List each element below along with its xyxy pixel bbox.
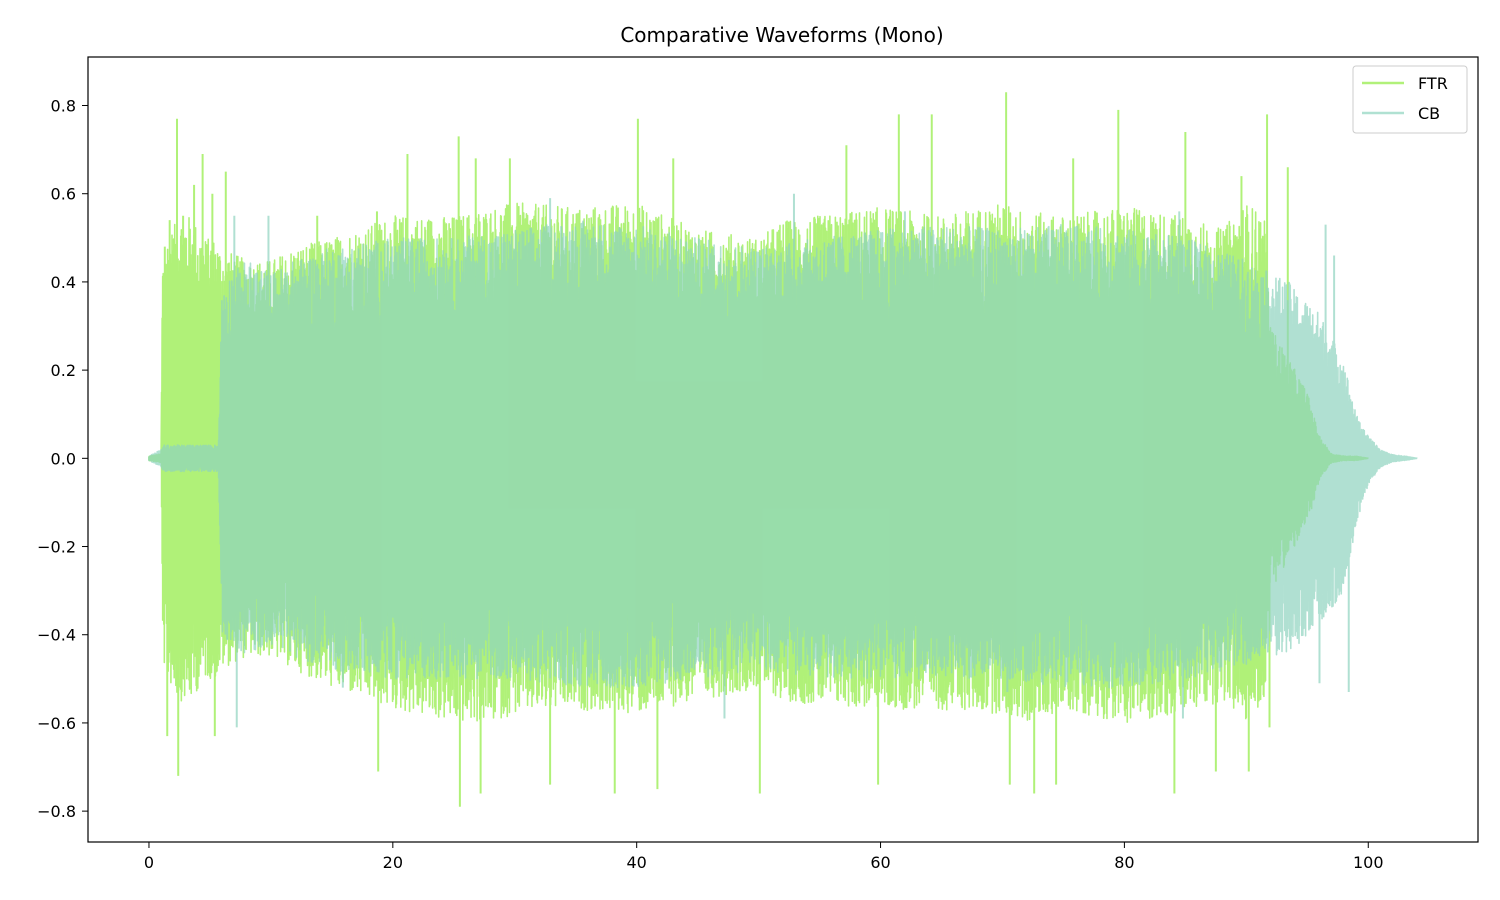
legend-label-ftr: FTR — [1418, 74, 1448, 93]
legend-box — [1352, 65, 1468, 134]
y-tick-label: 0.2 — [51, 361, 76, 380]
series-cb — [148, 193, 1418, 728]
y-tick-label: −0.2 — [37, 538, 76, 557]
waveform-line-cb — [148, 220, 1418, 689]
y-tick-label: 0.4 — [51, 273, 76, 292]
x-tick-label: 60 — [870, 853, 890, 872]
x-tick-label: 80 — [1114, 853, 1134, 872]
x-tick-label: 20 — [383, 853, 403, 872]
x-tick-label: 0 — [144, 853, 154, 872]
y-axis: 0.8 0.6 0.4 0.2 0.0 −0.2 −0.4 −0.6 −0.8 — [37, 97, 88, 821]
y-tick-label: 0.0 — [51, 449, 76, 468]
y-tick-label: −0.4 — [37, 626, 76, 645]
legend: FTR CB — [1352, 65, 1468, 134]
y-tick-label: −0.8 — [37, 802, 76, 821]
plot-area — [148, 92, 1418, 807]
y-tick-label: −0.6 — [37, 714, 76, 733]
plot-frame — [87, 56, 1479, 843]
legend-label-cb: CB — [1418, 104, 1440, 123]
chart-title: Comparative Waveforms (Mono) — [620, 23, 943, 47]
x-tick-label: 40 — [627, 853, 647, 872]
x-axis: 0 20 40 60 80 100 — [144, 842, 1384, 872]
y-tick-label: 0.8 — [51, 97, 76, 116]
x-tick-label: 100 — [1353, 853, 1384, 872]
y-tick-label: 0.6 — [51, 185, 76, 204]
